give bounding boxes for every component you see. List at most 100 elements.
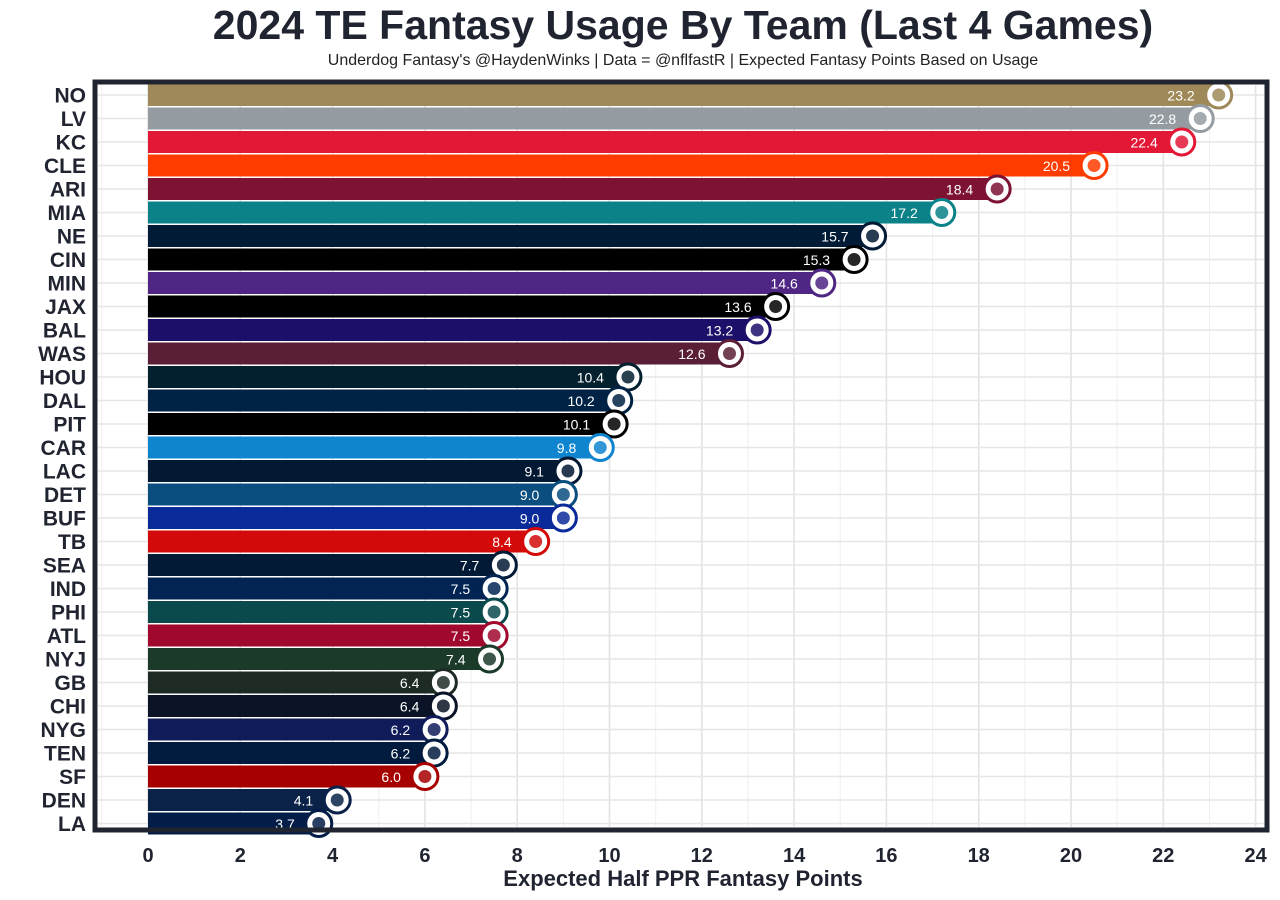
bar-value-label: 9.0 [520, 487, 540, 503]
bar-value-label: 23.2 [1167, 88, 1194, 104]
bar-kc [148, 131, 1182, 153]
bar-value-label: 4.1 [294, 793, 314, 809]
bar-phi [148, 601, 495, 623]
team-tick-label: SEA [43, 555, 86, 578]
team-logo-icon-core [487, 629, 501, 642]
bar-buf [148, 507, 564, 529]
team-tick-label: LAC [43, 461, 86, 484]
bar-gb [148, 671, 444, 694]
team-logo-icon-core [312, 817, 326, 830]
bar-value-label: 17.2 [891, 205, 918, 221]
x-tick-label: 20 [1060, 845, 1082, 867]
team-tick-label: NE [57, 226, 86, 249]
bar-den [148, 789, 338, 811]
bar-pit [148, 413, 615, 435]
team-tick-label: PHI [51, 602, 86, 625]
team-logo-icon-core [427, 746, 441, 760]
team-logo-icon-core [561, 464, 575, 478]
bars [148, 84, 1219, 835]
bar-value-label: 10.1 [563, 417, 590, 433]
team-tick-label: NO [55, 85, 87, 108]
bar-value-label: 9.8 [557, 440, 577, 456]
bar-value-label: 6.0 [381, 769, 401, 785]
bar-value-label: 22.8 [1149, 111, 1176, 127]
team-logo-icon-core [847, 253, 861, 266]
team-tick-label: NYJ [45, 649, 86, 672]
bar-value-label: 10.4 [577, 370, 604, 386]
bar-value-label: 6.2 [391, 722, 411, 738]
team-tick-label: TEN [44, 743, 86, 766]
bar-value-label: 12.6 [678, 346, 705, 362]
x-tick-label: 18 [968, 845, 990, 867]
team-logo-icon-core [330, 793, 344, 807]
bar-cle [148, 154, 1095, 177]
team-logo-icon-core [769, 300, 783, 313]
team-logo-icon-core [436, 676, 450, 689]
team-logo-icon-core [436, 699, 450, 713]
team-tick-label: CIN [50, 249, 86, 272]
bar-cin [148, 248, 855, 271]
bar-ari [148, 178, 998, 200]
bar-value-label: 9.0 [520, 511, 540, 527]
team-logo-icon-core [1193, 112, 1207, 125]
bar-value-label: 7.5 [451, 628, 471, 644]
x-axis-label: Expected Half PPR Fantasy Points [503, 866, 862, 891]
bar-mia [148, 201, 942, 224]
team-tick-label: LV [61, 108, 86, 131]
x-tick-label: 12 [691, 845, 713, 867]
team-logo-icon-core [1087, 159, 1101, 172]
team-tick-label: MIN [48, 273, 87, 296]
team-tick-label: PIT [53, 414, 86, 437]
team-logo-icon-core [487, 605, 501, 619]
x-tick-label: 0 [142, 845, 153, 867]
bar-ind [148, 577, 495, 600]
team-tick-label: KC [56, 132, 86, 155]
bar-value-label: 7.5 [451, 605, 471, 621]
x-tick-label: 16 [875, 845, 897, 867]
bar-value-label: 15.7 [821, 229, 848, 245]
bar-value-label: 6.4 [400, 699, 420, 715]
bar-ne [148, 225, 873, 247]
bar-value-label: 8.4 [492, 534, 512, 550]
team-logo-icon-core [607, 417, 621, 431]
bar-value-label: 14.6 [771, 276, 798, 292]
bar-value-label: 7.4 [446, 652, 466, 668]
team-tick-label: DEN [42, 790, 86, 813]
bar-no [148, 84, 1219, 106]
team-tick-label: DAL [43, 390, 86, 413]
bar-was [148, 342, 730, 365]
team-tick-label: NYG [40, 719, 86, 742]
bar-nyj [148, 648, 490, 670]
team-tick-label: LA [58, 813, 86, 836]
x-tick-label: 2 [235, 845, 246, 867]
bar-value-labels: 23.2 22.8 22.4 20.5 18.4 17.2 15.7 15.3 14.6 13.6… [275, 88, 1195, 833]
team-logo-icon-core [556, 511, 570, 525]
bar-value-label: 22.4 [1131, 135, 1158, 151]
team-logo-icon-core [935, 206, 949, 219]
team-tick-label: CHI [50, 696, 86, 719]
team-logo-icon-core [593, 441, 607, 454]
bar-ten [148, 742, 435, 764]
team-logo-icon-core [612, 394, 626, 407]
team-logo-icon-core [815, 276, 829, 290]
x-tick-label: 22 [1152, 845, 1174, 867]
team-tick-labels: NOLVKCCLEARIMIANECINMINJAXBALWASHOUDALPI… [38, 85, 86, 837]
team-logo-icon-core [866, 229, 880, 243]
bar-value-label: 7.5 [451, 581, 471, 597]
x-tick-label: 14 [783, 845, 806, 867]
bar-value-label: 6.4 [400, 675, 420, 691]
bar-value-label: 20.5 [1043, 158, 1070, 174]
bar-hou [148, 366, 628, 388]
bar-min [148, 272, 822, 294]
team-tick-label: BUF [43, 508, 86, 531]
team-logo-icon-core [418, 770, 432, 783]
team-logo-icon-core [1175, 135, 1189, 149]
team-tick-label: HOU [39, 367, 86, 390]
team-tick-label: BAL [43, 320, 86, 343]
team-tick-label: MIA [48, 202, 87, 225]
team-tick-label: JAX [45, 296, 86, 319]
team-logo-icon-core [1212, 88, 1226, 102]
team-logo-icon-core [529, 535, 543, 548]
team-logo-icon-core [722, 347, 736, 360]
